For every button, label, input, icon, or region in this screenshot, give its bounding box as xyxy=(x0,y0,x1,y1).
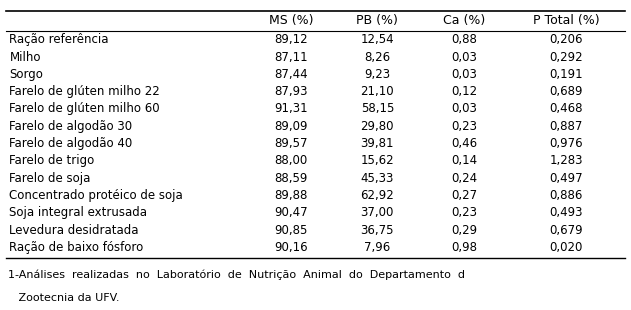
Text: Ração de baixo fósforo: Ração de baixo fósforo xyxy=(9,241,144,254)
Text: 0,23: 0,23 xyxy=(451,120,477,133)
Text: 0,493: 0,493 xyxy=(549,206,582,219)
Text: 39,81: 39,81 xyxy=(360,137,394,150)
Text: 90,85: 90,85 xyxy=(274,224,307,237)
Text: 1,283: 1,283 xyxy=(549,154,582,167)
Text: 0,03: 0,03 xyxy=(451,68,477,81)
Text: 0,887: 0,887 xyxy=(549,120,582,133)
Text: Zootecnia da UFV.: Zootecnia da UFV. xyxy=(8,293,120,303)
Text: 87,93: 87,93 xyxy=(274,85,307,98)
Text: 88,00: 88,00 xyxy=(274,154,307,167)
Text: 0,679: 0,679 xyxy=(549,224,583,237)
Text: 0,23: 0,23 xyxy=(451,206,477,219)
Text: Farelo de soja: Farelo de soja xyxy=(9,172,91,185)
Text: 89,12: 89,12 xyxy=(274,33,307,46)
Text: 29,80: 29,80 xyxy=(360,120,394,133)
Text: Farelo de algodão 40: Farelo de algodão 40 xyxy=(9,137,133,150)
Text: Levedura desidratada: Levedura desidratada xyxy=(9,224,139,237)
Text: 0,689: 0,689 xyxy=(549,85,582,98)
Text: 90,16: 90,16 xyxy=(274,241,307,254)
Text: 0,206: 0,206 xyxy=(549,33,582,46)
Text: 9,23: 9,23 xyxy=(364,68,391,81)
Text: 89,09: 89,09 xyxy=(274,120,307,133)
Text: 0,976: 0,976 xyxy=(549,137,583,150)
Text: Farelo de algodão 30: Farelo de algodão 30 xyxy=(9,120,133,133)
Text: Farelo de glúten milho 22: Farelo de glúten milho 22 xyxy=(9,85,160,98)
Text: 0,14: 0,14 xyxy=(451,154,477,167)
Text: 87,11: 87,11 xyxy=(274,51,307,64)
Text: 0,29: 0,29 xyxy=(451,224,477,237)
Text: Soja integral extrusada: Soja integral extrusada xyxy=(9,206,148,219)
Text: 12,54: 12,54 xyxy=(360,33,394,46)
Text: 89,88: 89,88 xyxy=(274,189,307,202)
Text: 0,886: 0,886 xyxy=(549,189,582,202)
Text: Milho: Milho xyxy=(9,51,41,64)
Text: 0,03: 0,03 xyxy=(451,103,477,115)
Text: Farelo de trigo: Farelo de trigo xyxy=(9,154,95,167)
Text: 0,24: 0,24 xyxy=(451,172,477,185)
Text: 45,33: 45,33 xyxy=(361,172,394,185)
Text: P Total (%): P Total (%) xyxy=(533,14,599,27)
Text: 89,57: 89,57 xyxy=(274,137,307,150)
Text: 15,62: 15,62 xyxy=(360,154,394,167)
Text: 8,26: 8,26 xyxy=(364,51,391,64)
Text: 88,59: 88,59 xyxy=(274,172,307,185)
Text: Farelo de glúten milho 60: Farelo de glúten milho 60 xyxy=(9,103,160,115)
Text: Ração referência: Ração referência xyxy=(9,33,109,46)
Text: 58,15: 58,15 xyxy=(361,103,394,115)
Text: 91,31: 91,31 xyxy=(274,103,307,115)
Text: 0,12: 0,12 xyxy=(451,85,477,98)
Text: 62,92: 62,92 xyxy=(360,189,394,202)
Text: Ca (%): Ca (%) xyxy=(443,14,485,27)
Text: 37,00: 37,00 xyxy=(361,206,394,219)
Text: Sorgo: Sorgo xyxy=(9,68,44,81)
Text: 87,44: 87,44 xyxy=(274,68,307,81)
Text: Concentrado protéico de soja: Concentrado protéico de soja xyxy=(9,189,183,202)
Text: 0,292: 0,292 xyxy=(549,51,583,64)
Text: 0,468: 0,468 xyxy=(549,103,582,115)
Text: 0,191: 0,191 xyxy=(549,68,583,81)
Text: MS (%): MS (%) xyxy=(269,14,313,27)
Text: 0,03: 0,03 xyxy=(451,51,477,64)
Text: 36,75: 36,75 xyxy=(360,224,394,237)
Text: 0,020: 0,020 xyxy=(549,241,582,254)
Text: PB (%): PB (%) xyxy=(357,14,398,27)
Text: 21,10: 21,10 xyxy=(360,85,394,98)
Text: 90,47: 90,47 xyxy=(274,206,307,219)
Text: 0,88: 0,88 xyxy=(451,33,477,46)
Text: 0,98: 0,98 xyxy=(451,241,477,254)
Text: 1-Análises  realizadas  no  Laboratório  de  Nutrição  Animal  do  Departamento : 1-Análises realizadas no Laboratório de … xyxy=(8,270,465,280)
Text: 0,46: 0,46 xyxy=(451,137,477,150)
Text: 0,497: 0,497 xyxy=(549,172,583,185)
Text: 7,96: 7,96 xyxy=(364,241,391,254)
Text: 0,27: 0,27 xyxy=(451,189,477,202)
